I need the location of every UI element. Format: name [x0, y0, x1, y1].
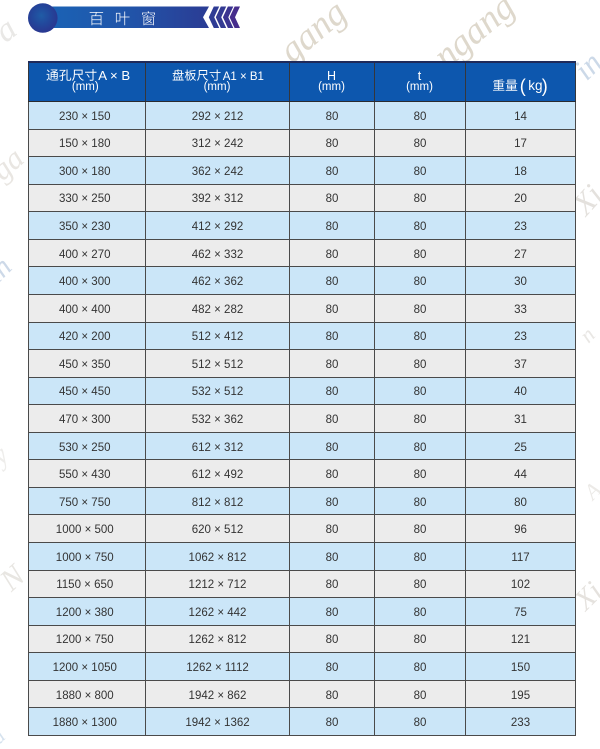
- svg-text:A1 × B1: A1 × B1: [223, 71, 264, 83]
- svg-text:A × B: A × B: [98, 68, 130, 83]
- svg-text:(mm): (mm): [72, 81, 99, 93]
- svg-text:(mm): (mm): [318, 81, 345, 93]
- svg-text:(: (: [520, 76, 526, 96]
- svg-text:(mm): (mm): [204, 81, 231, 93]
- svg-text:t: t: [418, 69, 422, 83]
- svg-text:(mm): (mm): [406, 81, 433, 93]
- svg-text:): ): [542, 76, 548, 96]
- svg-text:kg: kg: [528, 78, 542, 93]
- svg-text:H: H: [327, 69, 336, 83]
